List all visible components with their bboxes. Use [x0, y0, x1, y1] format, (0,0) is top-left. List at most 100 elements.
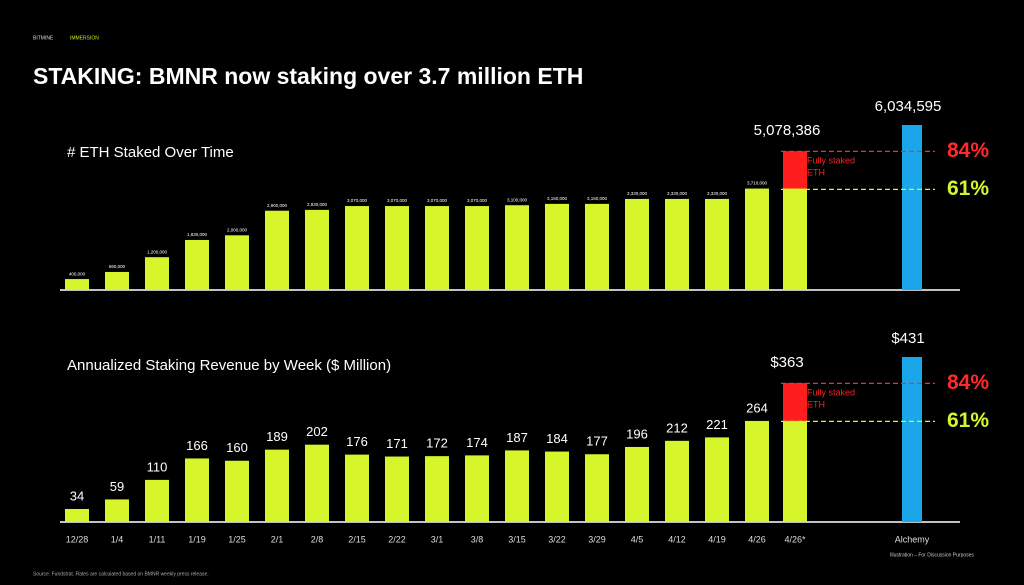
- bar: [625, 446, 649, 522]
- x-tick-label: 4/19: [708, 534, 726, 544]
- value-label: 172: [426, 436, 448, 451]
- x-tick-label: 3/29: [588, 534, 606, 544]
- share-label: 84%: [947, 371, 989, 394]
- note: ETH: [807, 168, 825, 178]
- bar: [65, 508, 89, 522]
- value-label: 202: [306, 424, 328, 439]
- disclaimer: Illustration – For Discussion Purposes: [890, 552, 974, 558]
- value-label: 3,070,000: [427, 198, 448, 203]
- bar: [745, 420, 769, 522]
- bar: [585, 454, 609, 522]
- bar: [425, 206, 449, 290]
- x-tick-label: Alchemy: [895, 534, 930, 544]
- value-label: 174: [466, 435, 488, 450]
- alchemy-label: $431: [891, 330, 924, 347]
- x-tick-label: 3/15: [508, 534, 526, 544]
- bar: [105, 271, 129, 290]
- x-tick-label: 3/8: [471, 534, 484, 544]
- value-label: 221: [706, 417, 728, 432]
- slide-title: STAKING: BMNR now staking over 3.7 milli…: [33, 63, 583, 89]
- value-label: 400,000: [69, 271, 86, 276]
- value-label: 660,000: [109, 264, 126, 269]
- value-label: 3,070,000: [387, 198, 408, 203]
- bar: [185, 239, 209, 290]
- bar: [545, 203, 569, 290]
- bar: [305, 444, 329, 522]
- bar: [505, 205, 529, 290]
- x-tick-label: 3/22: [548, 534, 566, 544]
- alchemy-bar: [902, 125, 922, 290]
- x-tick-label: 1/19: [188, 534, 206, 544]
- source: Source: Fundstrat. Rates are calculated …: [33, 571, 209, 577]
- value-label: 176: [346, 434, 368, 449]
- bar: [265, 449, 289, 522]
- chart-title: Annualized Staking Revenue by Week ($ Mi…: [67, 357, 391, 374]
- brand-tag: IMMERSION: [70, 35, 99, 41]
- x-tick-label: 4/12: [668, 534, 686, 544]
- x-tick-label: 2/15: [348, 534, 366, 544]
- bar: [385, 456, 409, 522]
- x-tick-label: 12/28: [66, 534, 89, 544]
- value-label: 110: [147, 459, 168, 474]
- x-tick-label: 3/1: [431, 534, 444, 544]
- bar: [425, 456, 449, 522]
- note: ETH: [807, 399, 825, 409]
- value-label: 2,900,000: [267, 203, 288, 208]
- bar: [345, 206, 369, 290]
- bar: [465, 455, 489, 522]
- bar: [105, 499, 129, 522]
- value-label: 3,330,000: [707, 191, 728, 196]
- bar: [625, 198, 649, 290]
- value-label: 3,710,000: [747, 181, 768, 186]
- value-label: 166: [186, 438, 208, 453]
- bar: [665, 198, 689, 290]
- value-label: 177: [586, 434, 608, 449]
- bar: [465, 206, 489, 290]
- bar: [585, 203, 609, 290]
- value-label: 187: [506, 430, 528, 445]
- value-label: 160: [226, 440, 248, 455]
- value-label: 3,330,000: [667, 191, 688, 196]
- value-label: 1,200,000: [147, 249, 168, 254]
- bar: [225, 460, 249, 522]
- bar: [305, 209, 329, 290]
- bar: [225, 235, 249, 290]
- value-label: 1,830,000: [187, 232, 208, 237]
- bar: [265, 210, 289, 290]
- bar: [345, 454, 369, 522]
- value-label: 59: [110, 479, 124, 494]
- x-tick-label: 1/4: [111, 534, 124, 544]
- bar: [745, 188, 769, 290]
- x-tick-label: 2/8: [311, 534, 324, 544]
- bar: [145, 257, 169, 290]
- bar: [65, 279, 89, 290]
- bar: [705, 198, 729, 290]
- x-tick-label: 2/22: [388, 534, 406, 544]
- bar: [185, 458, 209, 522]
- projected-label: $363: [770, 354, 803, 371]
- x-tick-label: 4/26*: [784, 534, 806, 544]
- brand: BITMINE: [33, 35, 54, 41]
- bar: [385, 206, 409, 290]
- current-bar: [783, 188, 807, 290]
- value-label: 212: [666, 420, 688, 435]
- share-label: 84%: [947, 139, 989, 162]
- value-label: 189: [266, 429, 288, 444]
- value-label: 171: [386, 436, 408, 451]
- value-label: 3,070,000: [467, 198, 488, 203]
- bar: [705, 437, 729, 522]
- value-label: 264: [746, 400, 768, 415]
- current-bar: [783, 420, 807, 522]
- note: Fully staked: [807, 156, 855, 166]
- x-tick-label: 2/1: [271, 534, 284, 544]
- projected-label: 5,078,386: [754, 122, 821, 139]
- value-label: 3,100,000: [507, 197, 528, 202]
- value-label: 2,000,000: [227, 228, 248, 233]
- x-tick-label: 1/25: [228, 534, 246, 544]
- chart-title: # ETH Staked Over Time: [67, 144, 234, 161]
- bar: [545, 451, 569, 522]
- alchemy-label: 6,034,595: [875, 98, 942, 115]
- bar: [505, 450, 529, 522]
- x-tick-label: 1/11: [149, 534, 166, 544]
